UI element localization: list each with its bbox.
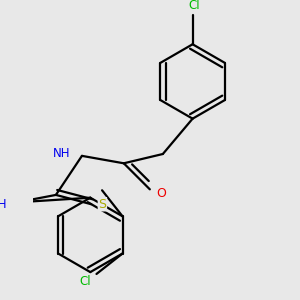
Text: NH: NH — [0, 198, 8, 211]
Text: Cl: Cl — [80, 275, 91, 288]
Text: Cl: Cl — [189, 0, 200, 12]
Text: S: S — [98, 198, 106, 211]
Text: NH: NH — [53, 148, 71, 160]
Text: O: O — [156, 187, 166, 200]
